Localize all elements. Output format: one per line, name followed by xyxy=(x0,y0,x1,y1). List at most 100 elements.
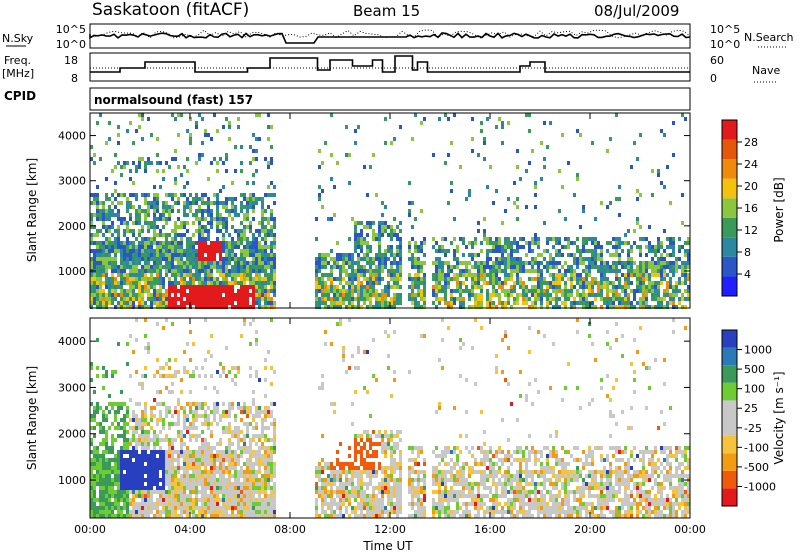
velocity-cell xyxy=(270,510,273,514)
power-cell xyxy=(672,289,675,293)
velocity-cell xyxy=(330,470,333,474)
power-cell xyxy=(225,169,228,173)
velocity-cell xyxy=(111,434,114,438)
power-cell xyxy=(252,253,255,257)
power-cell xyxy=(231,297,234,301)
power-cell xyxy=(441,289,444,293)
velocity-cell xyxy=(222,470,225,474)
velocity-cell xyxy=(195,470,198,474)
velocity-cell xyxy=(132,514,135,518)
power-cell xyxy=(648,285,651,289)
velocity-cell xyxy=(126,466,129,470)
power-cell xyxy=(135,249,138,253)
power-cell xyxy=(93,161,96,165)
velocity-cell xyxy=(261,506,264,510)
velocity-cell xyxy=(234,498,237,502)
power-cell xyxy=(666,165,669,169)
velocity-cell xyxy=(180,430,183,434)
power-cell xyxy=(387,269,390,273)
power-cell xyxy=(534,277,537,281)
power-cell xyxy=(432,285,435,289)
power-cell xyxy=(396,281,399,285)
velocity-cell xyxy=(231,450,234,454)
velocity-cell xyxy=(90,442,93,446)
velocity-cell xyxy=(336,514,339,518)
velocity-cell xyxy=(177,470,180,474)
power-cell xyxy=(174,181,177,185)
velocity-cell xyxy=(201,366,204,370)
velocity-cell xyxy=(255,330,258,334)
velocity-cell xyxy=(195,478,198,482)
velocity-cell xyxy=(147,434,150,438)
power-cell xyxy=(603,277,606,281)
power-cell xyxy=(639,261,642,265)
velocity-cell xyxy=(225,490,228,494)
power-cell xyxy=(558,297,561,301)
velocity-cell xyxy=(105,462,108,466)
power-cell xyxy=(93,253,96,257)
velocity-cell xyxy=(153,502,156,506)
velocity-cell xyxy=(264,458,267,462)
power-cell xyxy=(648,281,651,285)
power-cell xyxy=(399,257,402,261)
power-cell xyxy=(210,297,213,301)
power-cell xyxy=(189,237,192,241)
velocity-cell xyxy=(111,402,114,406)
power-cell xyxy=(234,253,237,257)
power-cell xyxy=(120,277,123,281)
power-cell xyxy=(366,293,369,297)
power-cell xyxy=(171,241,174,245)
velocity-cell xyxy=(90,378,93,382)
power-ytick-label: 3000 xyxy=(58,175,86,188)
velocity-cell xyxy=(189,466,192,470)
power-cell xyxy=(363,285,366,289)
power-cell xyxy=(96,241,99,245)
velocity-cell xyxy=(255,486,258,490)
power-cell xyxy=(108,241,111,245)
power-cell xyxy=(495,125,498,129)
power-cell xyxy=(126,205,129,209)
power-cell xyxy=(543,165,546,169)
velocity-cell xyxy=(90,470,93,474)
velocity-cell xyxy=(210,374,213,378)
power-cell xyxy=(111,297,114,301)
power-cell xyxy=(123,265,126,269)
power-cell xyxy=(528,241,531,245)
velocity-cell xyxy=(237,486,240,490)
velocity-cell xyxy=(156,498,159,502)
power-cell xyxy=(138,245,141,249)
velocity-cell xyxy=(153,506,156,510)
power-cell xyxy=(105,209,108,213)
power-cell xyxy=(249,261,252,265)
velocity-cell xyxy=(96,514,99,518)
power-cell xyxy=(165,273,168,277)
power-cell xyxy=(141,293,144,297)
power-cell xyxy=(558,269,561,273)
power-cell xyxy=(618,261,621,265)
power-cell xyxy=(444,277,447,281)
power-cell xyxy=(201,257,204,261)
power-cell xyxy=(186,273,189,277)
velocity-cell xyxy=(144,494,147,498)
power-cell xyxy=(207,265,210,269)
velocity-cell xyxy=(129,514,132,518)
velocity-cell xyxy=(195,466,198,470)
power-cell xyxy=(594,281,597,285)
power-cell xyxy=(546,269,549,273)
velocity-cell xyxy=(354,442,357,446)
power-cell xyxy=(534,285,537,289)
power-cell xyxy=(147,245,150,249)
velocity-cell xyxy=(243,442,246,446)
velocity-cell xyxy=(183,442,186,446)
power-cell xyxy=(102,297,105,301)
velocity-cell xyxy=(228,414,231,418)
power-cell xyxy=(336,161,339,165)
velocity-cell xyxy=(144,514,147,518)
power-cell xyxy=(567,269,570,273)
velocity-cell xyxy=(228,422,231,426)
velocity-cell xyxy=(213,510,216,514)
power-cell xyxy=(153,201,156,205)
power-cell xyxy=(147,269,150,273)
power-cell xyxy=(672,253,675,257)
velocity-cell xyxy=(204,458,207,462)
